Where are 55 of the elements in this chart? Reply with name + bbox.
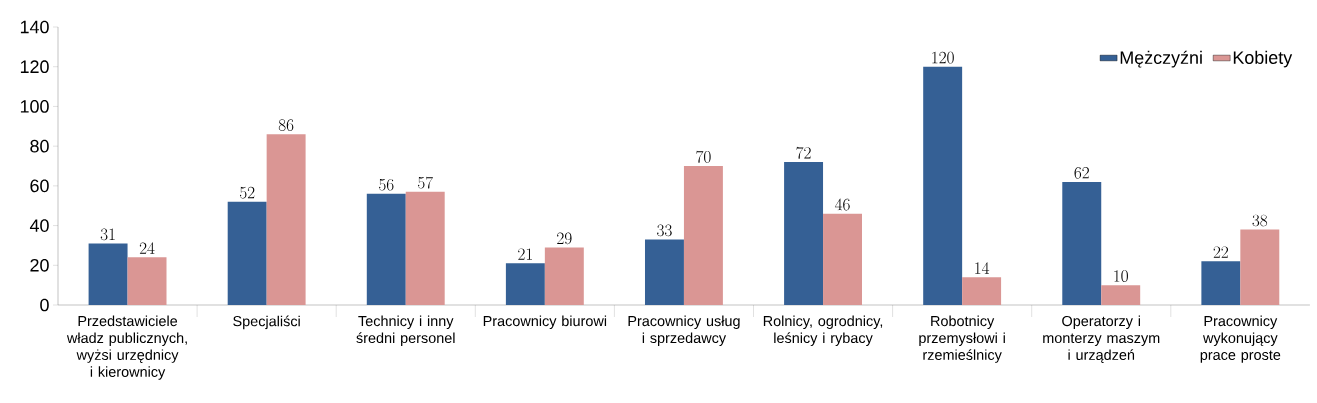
x-tick-label: Pracownicy usług i sprzedawcy xyxy=(628,315,740,346)
y-tick-label: 40 xyxy=(29,219,49,232)
data-label: 31 xyxy=(100,228,115,241)
data-label: 14 xyxy=(975,262,990,274)
legend-label: Mężczyźni xyxy=(1120,50,1202,68)
bar xyxy=(88,243,128,305)
bar xyxy=(1101,285,1141,305)
data-label: 86 xyxy=(278,119,294,131)
data-label: 72 xyxy=(796,146,811,159)
data-label: 24 xyxy=(139,242,155,254)
bar xyxy=(127,257,167,305)
bar xyxy=(544,247,584,305)
bar xyxy=(923,66,963,305)
data-label: 33 xyxy=(657,224,672,237)
x-tick-label: Robotnicy przemysłowi i rzemieślnicy xyxy=(919,315,1005,363)
data-label: 10 xyxy=(1114,270,1128,282)
x-tick-label: Operatorzy i monterzy maszym i urządzeń xyxy=(1043,315,1160,363)
data-label: 46 xyxy=(834,198,850,211)
y-tick-label: 60 xyxy=(30,179,49,193)
bar xyxy=(1240,229,1280,305)
bar xyxy=(366,193,406,305)
y-tick-label: 100 xyxy=(20,100,49,113)
data-label: 70 xyxy=(696,150,711,163)
bar xyxy=(644,239,684,305)
data-label: 29 xyxy=(557,232,572,245)
x-tick-label: Pracownicy wykonujący prace proste xyxy=(1200,315,1281,363)
y-tick-label: 0 xyxy=(40,298,49,312)
data-label: 22 xyxy=(1213,246,1229,258)
legend-label: Kobiety xyxy=(1233,50,1293,68)
data-label: 120 xyxy=(932,51,954,64)
bar xyxy=(505,263,545,305)
y-tick-label: 80 xyxy=(30,139,49,153)
bar xyxy=(405,191,445,305)
y-tick-label: 120 xyxy=(20,60,49,74)
data-label: 56 xyxy=(379,178,394,191)
x-tick-label: Technicy i inny średni personel xyxy=(356,315,455,346)
data-label: 21 xyxy=(518,248,532,260)
data-label: 52 xyxy=(239,186,255,199)
y-tick-label: 20 xyxy=(30,258,49,272)
y-tick-label: 140 xyxy=(20,20,49,34)
data-label: 38 xyxy=(1252,214,1268,227)
bar xyxy=(1062,181,1102,305)
bar xyxy=(784,162,824,305)
data-label: 62 xyxy=(1074,166,1089,179)
bar xyxy=(227,201,267,305)
bar xyxy=(1201,261,1241,305)
bar xyxy=(266,134,306,305)
bar xyxy=(823,213,862,305)
x-tick-label: Przedstawiciele władz publicznych, wyżsi urzędnicy i kierownicy xyxy=(66,315,187,380)
x-tick-label: Specjaliści xyxy=(233,315,300,330)
bar xyxy=(683,166,723,305)
bar xyxy=(962,277,1002,305)
x-tick-label: Pracownicy biurowi xyxy=(483,315,607,329)
x-tick-label: Rolnicy, ogrodnicy, leśnicy i rybacy xyxy=(763,315,883,346)
data-label: 57 xyxy=(418,176,433,189)
